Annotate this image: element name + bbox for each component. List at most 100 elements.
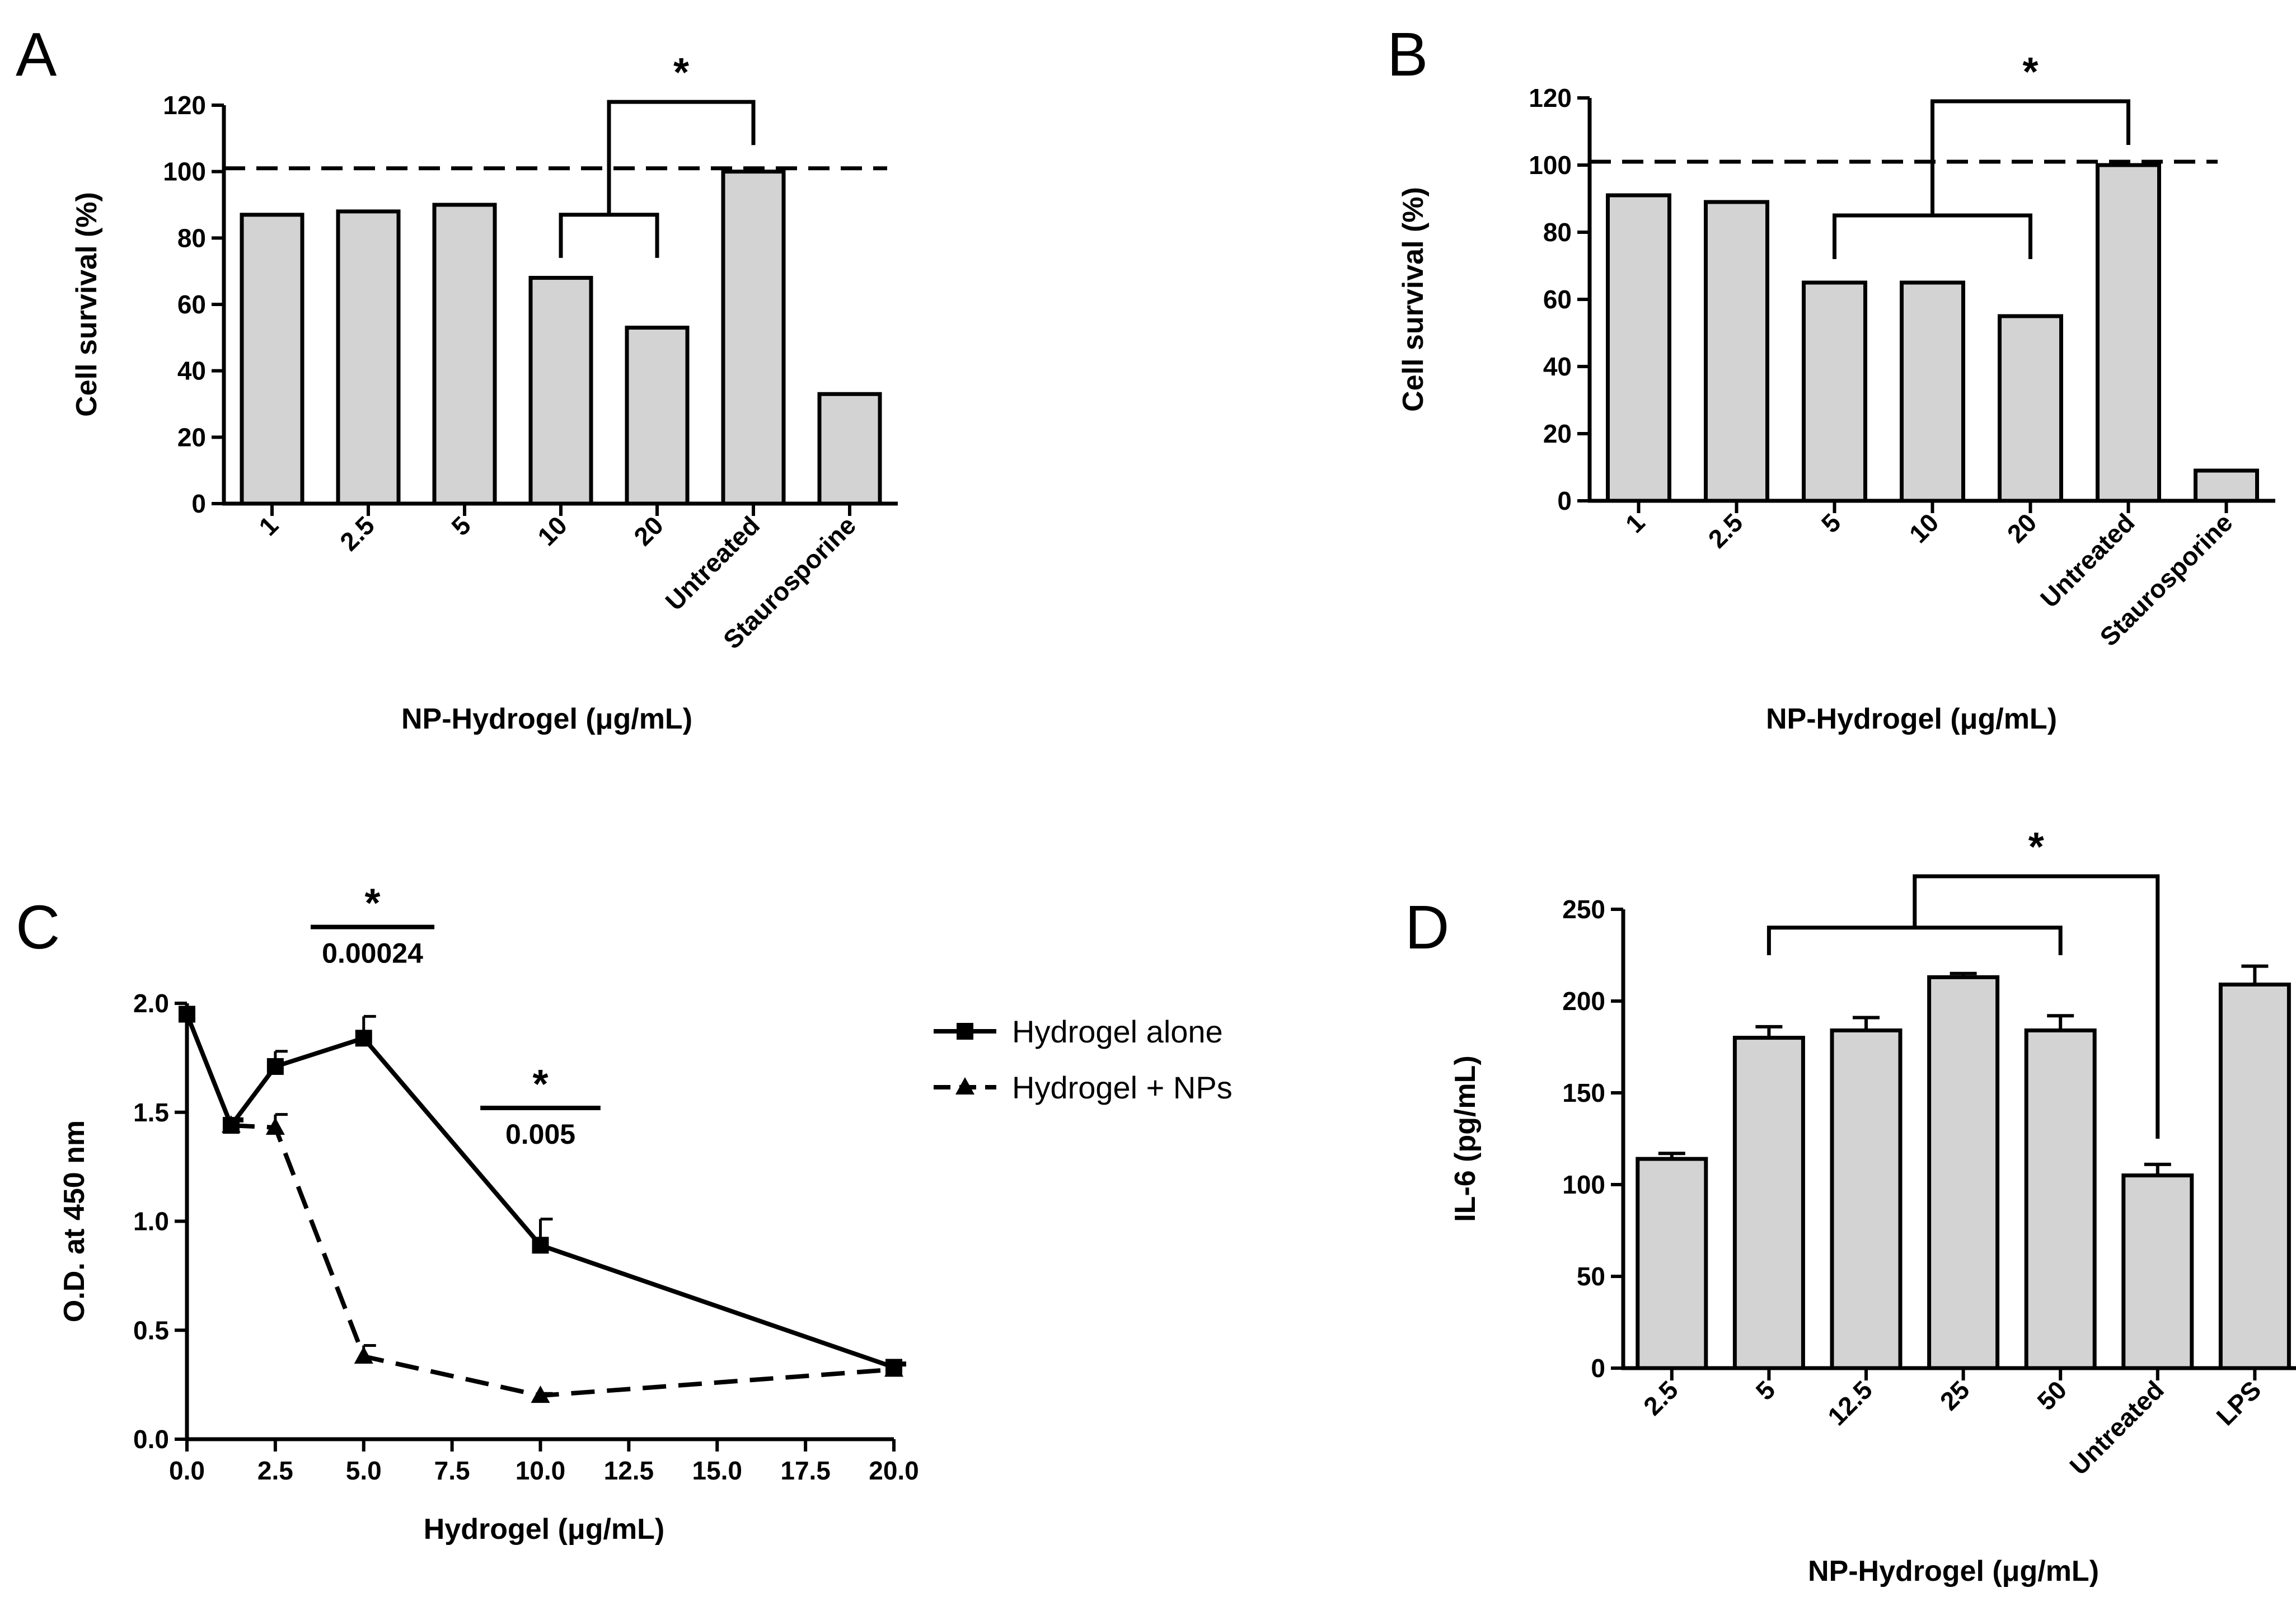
legend: Hydrogel alone Hydrogel + NPs [934,1014,1233,1105]
y-tick-label: 100 [1562,1170,1605,1199]
x-tick-label: 15.0 [692,1456,742,1485]
bar [1832,1030,1900,1368]
y-tick-label: 120 [1529,83,1572,112]
y-tick-label: 200 [1562,987,1605,1016]
bar [1902,283,1964,501]
data-point [179,1006,195,1022]
x-tick-label: 2.5 [1703,508,1749,553]
y-tick-label: 100 [163,157,206,186]
y-tick-label: 0.5 [133,1316,169,1345]
panel-letter-c: C [16,893,60,962]
bar [2220,984,2289,1368]
significance-star: * [673,50,689,95]
x-tick-label: 12.5 [1822,1375,1878,1431]
data-point [355,1030,372,1046]
bar [2026,1030,2094,1368]
x-axis-title: NP-Hydrogel (μg/mL) [401,703,692,735]
y-axis-title: IL-6 (pg/mL) [1449,1055,1482,1222]
x-tick-label: 10 [1904,508,1944,548]
x-tick-label: 20.0 [869,1456,919,1485]
significance-star: * [2028,825,2044,870]
x-tick-label: 25 [1934,1375,1975,1416]
x-tick-label: Untreated [2064,1375,2170,1481]
y-tick-label: 40 [1543,352,1572,381]
x-tick-label: 5 [446,510,476,541]
significance-star: * [2022,50,2038,95]
p-value-label: 0.005 [505,1119,575,1150]
y-tick-label: 100 [1529,151,1572,180]
y-tick-label: 0 [1557,486,1572,515]
x-tick-label: 2.5 [334,510,380,556]
y-axis-title: Cell survival (%) [1397,187,1430,412]
y-tick-label: 1.0 [133,1207,169,1236]
y-tick-label: 60 [177,290,206,319]
y-tick-label: 2.0 [133,989,169,1018]
x-tick-label: 10.0 [516,1456,566,1485]
y-tick-label: 1.5 [133,1098,169,1127]
p-value-label: 0.00024 [322,938,423,969]
y-tick-label: 0 [1591,1354,1605,1383]
figure: A B C D 0204060801001201 2.5 5 10 20Untreate… [0,0,2296,1597]
y-tick-label: 250 [1562,895,1605,924]
y-tick-label: 120 [163,91,206,120]
significance-bracket-group [1835,215,2031,259]
y-tick-label: 60 [1543,285,1572,314]
y-tick-label: 50 [1577,1262,1605,1291]
bar [1706,202,1768,501]
x-axis-title: Hydrogel (μg/mL) [424,1513,664,1546]
x-tick-label: 5 [1750,1375,1781,1406]
legend-marker [957,1023,973,1040]
x-tick-label: 2.5 [257,1456,293,1485]
x-tick-label: 1 [253,510,284,541]
x-tick-label: 0.0 [169,1456,205,1485]
x-tick-label: LPS [2210,1375,2266,1431]
legend-label: Hydrogel alone [1012,1014,1223,1049]
x-tick-label: Untreated [2035,508,2140,613]
x-tick-label: 5.0 [346,1456,382,1485]
bar [627,328,687,504]
y-tick-label: 80 [1543,218,1572,247]
x-tick-label: 12.5 [604,1456,654,1485]
chart-panel-c: 0.0 0.5 1.0 1.5 2.0 0.0 2.5 5.0 7.5 10.0 12.5 15.0 1… [58,881,1233,1546]
y-axis-title: O.D. at 450 nm [58,1120,91,1322]
x-tick-label: 50 [2031,1375,2072,1416]
panel-letter-a: A [16,20,57,89]
x-tick-label: 1 [1620,508,1651,538]
bar [1804,283,1866,501]
x-tick-label: 2.5 [1638,1375,1684,1421]
significance-bracket-group [1769,928,2060,955]
bar [2196,471,2257,501]
bar [2000,316,2061,501]
x-tick-label: 5 [1816,508,1847,538]
bar [434,205,495,504]
y-axis-title: Cell survival (%) [71,192,103,417]
x-tick-label: 20 [628,510,669,551]
bar [242,215,302,504]
x-axis-title: NP-Hydrogel (μg/mL) [1808,1555,2099,1587]
bar [2124,1176,2192,1368]
x-tick-label: 10 [532,510,573,551]
y-tick-label: 0.0 [133,1425,169,1454]
y-tick-label: 20 [1543,419,1572,448]
panel-letter-b: B [1387,20,1428,89]
y-tick-label: 150 [1562,1078,1605,1107]
series-line-hydrogel-nps [231,1125,894,1396]
data-point [532,1237,549,1253]
bar [531,278,591,504]
y-tick-label: 40 [177,356,206,386]
bar [1608,195,1670,501]
bar [1929,977,1998,1368]
bar [819,394,880,504]
x-tick-label: 7.5 [434,1456,470,1485]
legend-label: Hydrogel + NPs [1012,1070,1233,1105]
bar [1735,1038,1803,1368]
bar [2098,165,2159,501]
y-tick-label: 20 [177,422,206,452]
significance-star: * [365,881,381,926]
bar [338,212,399,504]
data-point [267,1058,284,1075]
x-axis-title: NP-Hydrogel (μg/mL) [1766,703,2057,735]
significance-bracket-group [561,215,657,258]
